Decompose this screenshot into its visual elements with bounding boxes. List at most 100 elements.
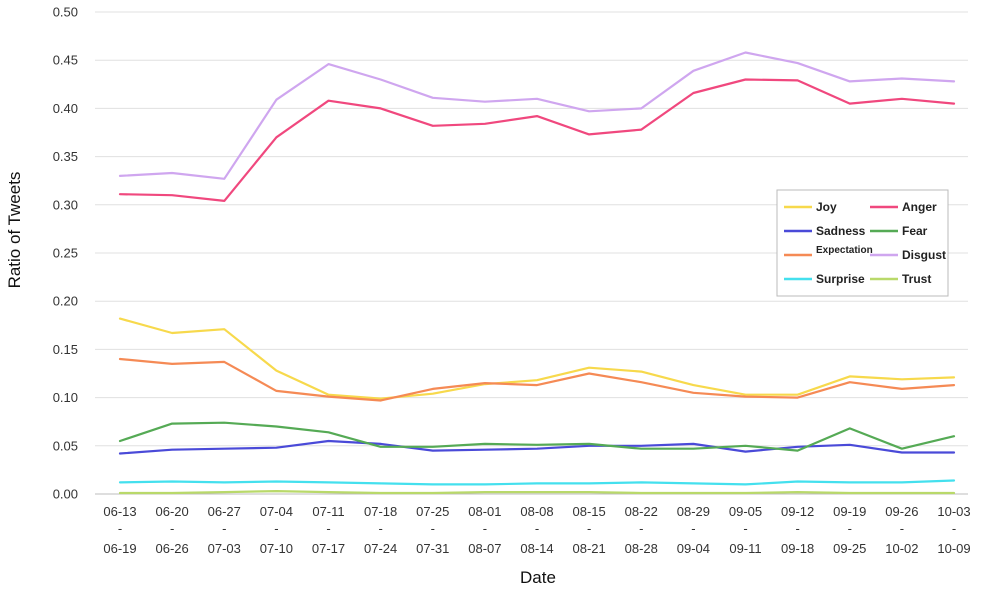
series-line-fear	[118, 421, 956, 452]
x-tick-start: 09-05	[729, 504, 762, 519]
x-axis-ticks: 06-13-06-1906-20-06-2606-27-07-0307-04-0…	[103, 504, 970, 556]
legend-label: Surprise	[816, 272, 865, 286]
legend-label: Disgust	[902, 248, 946, 262]
x-tick-start: 07-11	[312, 504, 344, 519]
legend-label: Trust	[902, 272, 931, 286]
x-tick-start: 07-25	[416, 504, 449, 519]
x-tick-label: 06-20 - 06-26	[156, 504, 189, 556]
x-tick-label: 08-01 - 08-07	[468, 504, 501, 556]
x-tick-end: 08-14	[520, 541, 553, 556]
legend-item-disgust: Disgust	[870, 248, 946, 262]
x-tick-separator: -	[378, 521, 382, 536]
legend-item-sadness: Sadness	[784, 224, 866, 238]
series-line-expectation	[118, 357, 956, 402]
x-tick-end: 10-09	[937, 541, 970, 556]
y-tick-label: 0.00	[53, 487, 78, 502]
x-tick-end: 07-24	[364, 541, 397, 556]
x-tick-separator: -	[118, 521, 122, 536]
legend-item-surprise: Surprise	[784, 272, 865, 286]
y-axis-title: Ratio of Tweets	[5, 172, 24, 289]
x-tick-separator: -	[222, 521, 226, 536]
x-tick-start: 06-13	[103, 504, 136, 519]
legend-label: Joy	[816, 200, 837, 214]
x-tick-label: 08-22 - 08-28	[625, 504, 658, 556]
x-tick-label: 07-25 - 07-31	[416, 504, 449, 556]
y-tick-label: 0.40	[53, 101, 78, 116]
x-tick-start: 06-27	[208, 504, 241, 519]
x-tick-separator: -	[848, 521, 852, 536]
x-tick-separator: -	[587, 521, 591, 536]
x-tick-start: 06-20	[156, 504, 189, 519]
legend: Joy Anger Sadness Fear Expectation Disgust Sur…	[776, 189, 949, 297]
x-tick-end: 07-31	[416, 541, 449, 556]
x-tick-end: 08-21	[573, 541, 606, 556]
x-tick-start: 09-19	[833, 504, 866, 519]
legend-item-fear: Fear	[870, 224, 928, 238]
series-line-trust	[118, 490, 956, 495]
x-tick-end: 06-26	[156, 541, 189, 556]
legend-item-joy: Joy	[784, 200, 837, 214]
x-tick-label: 06-27 - 07-03	[208, 504, 241, 556]
x-tick-separator: -	[483, 521, 487, 536]
x-tick-separator: -	[952, 521, 956, 536]
x-tick-start: 08-22	[625, 504, 658, 519]
series-line-disgust	[118, 51, 956, 180]
x-tick-start: 10-03	[937, 504, 970, 519]
x-tick-separator: -	[170, 521, 174, 536]
gridlines	[95, 11, 968, 495]
x-tick-start: 09-26	[885, 504, 918, 519]
x-tick-separator: -	[795, 521, 799, 536]
x-tick-label: 10-03 - 10-09	[937, 504, 970, 556]
x-tick-start: 07-18	[364, 504, 397, 519]
x-tick-label: 06-13 - 06-19	[103, 504, 136, 556]
x-tick-end: 07-17	[312, 541, 345, 556]
y-tick-label: 0.50	[53, 5, 78, 20]
series-line-sadness	[118, 439, 956, 455]
x-tick-separator: -	[326, 521, 330, 536]
x-tick-start: 08-01	[468, 504, 501, 519]
x-tick-end: 09-25	[833, 541, 866, 556]
x-tick-separator: -	[535, 521, 539, 536]
y-tick-label: 0.15	[53, 342, 78, 357]
x-tick-label: 07-18 - 07-24	[364, 504, 397, 556]
y-tick-label: 0.20	[53, 294, 78, 309]
y-tick-label: 0.45	[53, 53, 78, 68]
x-tick-end: 07-10	[260, 541, 293, 556]
x-tick-end: 09-11	[729, 541, 761, 556]
series-line-surprise	[118, 479, 956, 486]
x-tick-end: 08-07	[468, 541, 501, 556]
x-tick-label: 09-19 - 09-25	[833, 504, 866, 556]
x-tick-label: 07-11 - 07-17	[312, 504, 345, 556]
x-tick-end: 09-04	[677, 541, 710, 556]
x-tick-start: 08-29	[677, 504, 710, 519]
x-tick-start: 07-04	[260, 504, 293, 519]
legend-item-trust: Trust	[870, 272, 931, 286]
y-tick-label: 0.35	[53, 149, 78, 164]
x-tick-label: 09-05 - 09-11	[729, 504, 762, 556]
x-tick-start: 09-12	[781, 504, 814, 519]
y-tick-label: 0.10	[53, 390, 78, 405]
legend-label: Anger	[902, 200, 937, 214]
x-tick-label: 08-15 - 08-21	[573, 504, 606, 556]
x-tick-end: 09-18	[781, 541, 814, 556]
x-tick-separator: -	[639, 521, 643, 536]
x-tick-start: 08-08	[520, 504, 553, 519]
x-tick-separator: -	[431, 521, 435, 536]
series-line-anger	[118, 78, 956, 202]
legend-label: Expectation	[816, 245, 873, 256]
x-tick-separator: -	[274, 521, 278, 536]
x-tick-label: 08-08 - 08-14	[520, 504, 553, 556]
legend-label: Sadness	[816, 224, 866, 238]
x-tick-end: 10-02	[885, 541, 918, 556]
x-tick-label: 08-29 - 09-04	[677, 504, 710, 556]
y-tick-label: 0.25	[53, 246, 78, 261]
legend-item-anger: Anger	[870, 200, 937, 214]
legend-label: Fear	[902, 224, 928, 238]
x-tick-separator: -	[743, 521, 747, 536]
x-tick-separator: -	[691, 521, 695, 536]
x-tick-end: 07-03	[208, 541, 241, 556]
x-tick-separator: -	[900, 521, 904, 536]
x-axis-title: Date	[520, 568, 556, 587]
legend-item-expectation: Expectation	[784, 245, 873, 257]
